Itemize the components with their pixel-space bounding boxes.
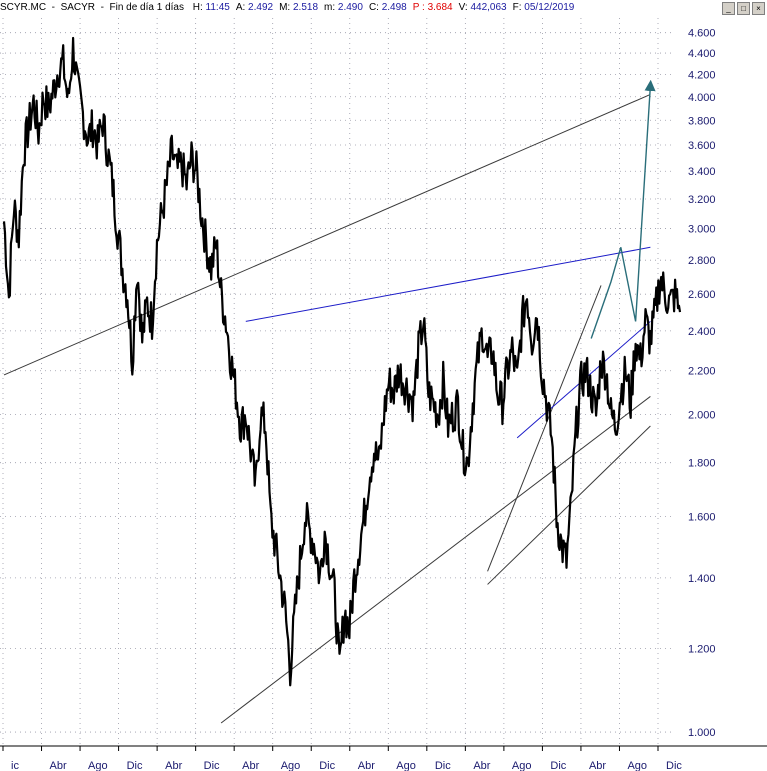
header-dash: - [48, 2, 58, 13]
field-label: M: [279, 2, 291, 13]
y-tick-label: 4.600 [688, 28, 716, 40]
x-tick-label: Dic [666, 760, 682, 771]
maximize-button[interactable]: □ [737, 2, 750, 15]
x-tick-label: Dic [550, 760, 566, 771]
window-controls: _ □ × [722, 2, 765, 15]
x-tick-label: Ago [396, 760, 416, 771]
field-value: 2.518 [290, 2, 319, 13]
chart-header: SCYR.MC - SACYR - Fin de día 1 días H: 1… [0, 0, 767, 16]
field-value: 3.684 [424, 2, 453, 13]
period-text: Fin de día 1 días [109, 2, 184, 13]
field-label: m: [324, 2, 336, 13]
y-tick-label: 4.200 [688, 69, 716, 81]
blue-trendline [245, 246, 651, 322]
field-value: 2.490 [335, 2, 363, 13]
x-tick-label: Dic [127, 760, 143, 771]
y-tick-label: 3.000 [688, 224, 716, 236]
gray-trendline [220, 396, 651, 724]
x-tick-label: Abr [50, 760, 67, 771]
symbol-text: SCYR.MC [0, 2, 47, 13]
y-tick-label: 2.600 [688, 289, 716, 301]
y-tick-label: 2.200 [688, 366, 716, 378]
field-label: H: [192, 2, 203, 13]
y-tick-label: 3.200 [688, 194, 716, 206]
gray-trendline [487, 285, 602, 572]
x-tick-label: ic [11, 760, 19, 771]
name-text: SACYR [60, 2, 96, 13]
projection-arrow [590, 79, 656, 339]
field-value: 2.492 [245, 2, 274, 13]
field-label: C: [368, 2, 379, 13]
y-tick-label: 3.600 [688, 140, 716, 152]
x-tick-label: Ago [627, 760, 647, 771]
x-tick-label: Abr [165, 760, 182, 771]
y-tick-label: 1.000 [688, 727, 716, 739]
y-tick-label: 3.400 [688, 166, 716, 178]
y-tick-label: 2.400 [688, 326, 716, 338]
gray-trendline [3, 94, 651, 376]
header-fields: H: 11:45 A: 2.492 M: 2.518 m: 2.490 C: 2.498… [187, 0, 575, 16]
y-tick-label: 4.400 [688, 48, 716, 60]
x-tick-label: Dic [435, 760, 451, 771]
y-tick-label: 1.400 [688, 573, 716, 585]
x-tick-label: Ago [88, 760, 108, 771]
field-label: A: [235, 2, 246, 13]
x-tick-label: Ago [512, 760, 532, 771]
y-tick-label: 2.000 [688, 409, 716, 421]
field-label: V: [458, 2, 468, 13]
x-tick-label: Abr [242, 760, 259, 771]
minimize-button[interactable]: _ [722, 2, 735, 15]
y-tick-label: 1.600 [688, 512, 716, 524]
x-tick-label: Abr [473, 760, 490, 771]
close-button[interactable]: × [752, 2, 765, 15]
x-tick-label: Dic [204, 760, 220, 771]
y-tick-label: 1.200 [688, 643, 716, 655]
field-label: P : [412, 2, 425, 13]
header-dash: - [97, 2, 107, 13]
x-tick-label: Abr [589, 760, 606, 771]
x-tick-label: Dic [319, 760, 335, 771]
y-tick-label: 3.800 [688, 115, 716, 127]
x-tick-label: Abr [358, 760, 375, 771]
field-value: 11:45 [202, 2, 230, 13]
y-tick-label: 1.800 [688, 458, 716, 470]
field-label: F: [512, 2, 522, 13]
field-value: 442,063 [467, 2, 507, 13]
field-value: 05/12/2019 [521, 2, 575, 13]
field-value: 2.498 [378, 2, 407, 13]
x-tick-label: Ago [281, 760, 301, 771]
y-tick-label: 2.800 [688, 255, 716, 267]
y-tick-label: 4.000 [688, 92, 716, 104]
price-line [2, 36, 682, 687]
